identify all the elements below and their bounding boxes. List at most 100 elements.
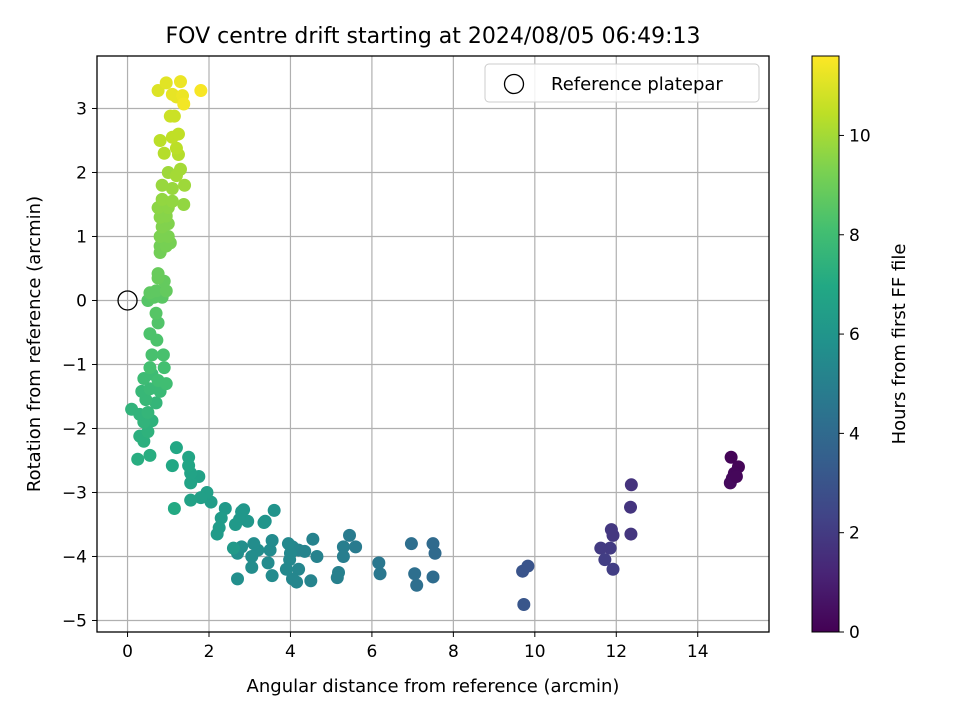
- data-point: [161, 229, 175, 243]
- legend: Reference platepar: [484, 63, 760, 103]
- y-tick-label: 3: [76, 99, 87, 119]
- data-point: [167, 109, 181, 123]
- data-point: [143, 327, 157, 341]
- x-tick-label: 10: [524, 642, 546, 662]
- legend-label: Reference platepar: [551, 74, 723, 95]
- data-point: [143, 448, 157, 462]
- colorbar-tick-label: 2: [849, 524, 860, 544]
- data-point: [141, 405, 155, 419]
- y-tick-label: −1: [62, 355, 87, 375]
- colorbar-tick-label: 4: [849, 424, 860, 444]
- legend-box: [484, 63, 760, 103]
- y-tick-label: 0: [76, 291, 87, 311]
- y-tick-label: −5: [62, 611, 87, 631]
- data-point: [603, 541, 617, 555]
- data-point: [373, 567, 387, 581]
- data-point: [343, 528, 357, 542]
- data-point: [177, 97, 191, 111]
- data-point: [304, 574, 318, 588]
- data-point: [336, 540, 350, 554]
- data-point: [151, 84, 165, 98]
- reference-point: [117, 290, 138, 311]
- data-point: [598, 553, 612, 567]
- data-point: [426, 570, 440, 584]
- data-point: [149, 284, 163, 298]
- data-point: [310, 549, 324, 563]
- y-tick-label: −4: [62, 547, 87, 567]
- data-point: [184, 493, 198, 507]
- data-point: [245, 549, 259, 563]
- data-point: [178, 178, 192, 192]
- data-point: [404, 537, 418, 551]
- data-point: [165, 459, 179, 473]
- colorbar-label: Hours from first FF file: [889, 244, 910, 445]
- data-point: [165, 181, 179, 195]
- data-point: [624, 500, 638, 514]
- data-point: [149, 306, 163, 320]
- data-point: [330, 571, 344, 585]
- data-point: [169, 441, 183, 455]
- data-point: [285, 572, 299, 586]
- data-point: [231, 572, 245, 586]
- data-point: [173, 75, 187, 89]
- data-point: [517, 597, 531, 611]
- colorbar-tick-label: 6: [849, 325, 860, 345]
- data-point: [184, 476, 198, 490]
- data-point: [426, 537, 440, 551]
- x-tick-label: 14: [687, 642, 709, 662]
- data-point: [210, 527, 224, 541]
- data-point: [281, 537, 295, 551]
- data-point: [729, 469, 743, 483]
- data-point: [606, 562, 620, 576]
- data-point: [157, 361, 171, 375]
- data-point: [171, 127, 185, 141]
- data-point: [169, 141, 183, 155]
- data-point: [228, 517, 242, 531]
- data-point: [408, 567, 422, 581]
- y-tick-label: −3: [62, 483, 87, 503]
- data-point: [265, 533, 279, 547]
- data-point: [624, 527, 638, 541]
- data-point: [159, 76, 173, 90]
- colorbar-gradient: [811, 55, 840, 633]
- legend-reference-marker: [503, 73, 525, 95]
- data-point: [267, 503, 281, 517]
- data-point: [261, 556, 275, 570]
- colorbar-tick-label: 8: [849, 226, 860, 246]
- x-axis-label: Angular distance from reference (arcmin): [247, 676, 620, 697]
- data-point: [226, 541, 240, 555]
- plot-frame: [96, 55, 770, 633]
- data-point: [131, 452, 145, 466]
- data-point: [155, 192, 169, 206]
- data-point: [247, 537, 261, 551]
- data-point: [624, 478, 638, 492]
- data-point: [155, 178, 169, 192]
- data-point: [372, 556, 386, 570]
- colorbar: 0 2 4 6 8 10 Hours from first FF file: [811, 55, 910, 643]
- data-point: [143, 382, 157, 396]
- data-point: [245, 560, 259, 574]
- data-point: [349, 540, 363, 554]
- data-point: [167, 501, 181, 515]
- data-point: [173, 162, 187, 176]
- y-tick-label: 1: [76, 227, 87, 247]
- data-point: [165, 194, 179, 208]
- x-tick-label: 12: [605, 642, 627, 662]
- reference-marker: [117, 290, 138, 311]
- data-point: [292, 562, 306, 576]
- x-tick-label: 8: [448, 642, 459, 662]
- y-axis-label: Rotation from reference (arcmin): [24, 196, 45, 492]
- data-point: [410, 578, 424, 592]
- data-point: [153, 133, 167, 147]
- data-point: [159, 377, 173, 391]
- data-point: [194, 84, 208, 98]
- colorbar-tick-label: 0: [849, 623, 860, 643]
- data-point: [143, 361, 157, 375]
- chart-title: FOV centre drift starting at 2024/08/05 …: [166, 24, 701, 49]
- data-point: [265, 569, 279, 583]
- data-point: [606, 528, 620, 542]
- colorbar-tick-label: 10: [849, 126, 871, 146]
- data-point: [145, 348, 159, 362]
- data-point: [521, 559, 535, 573]
- data-point: [151, 267, 165, 281]
